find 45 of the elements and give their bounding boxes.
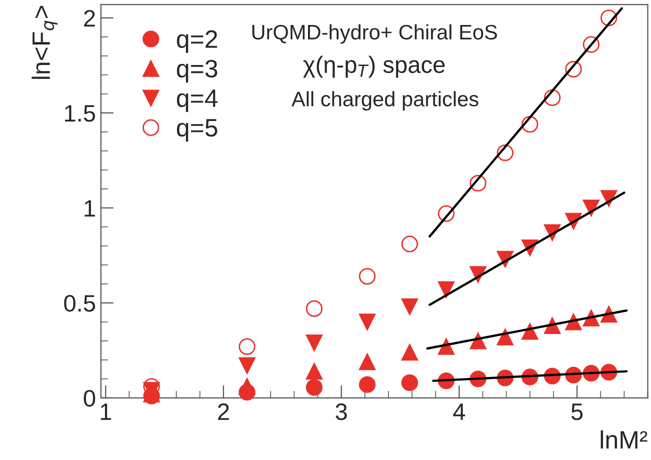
point — [238, 338, 256, 355]
y-tick-label: 1.5 — [65, 105, 96, 122]
point — [358, 268, 376, 285]
point — [470, 174, 486, 192]
point — [358, 353, 376, 370]
point — [306, 362, 323, 380]
point — [238, 357, 256, 374]
point — [306, 379, 323, 396]
point — [496, 328, 514, 346]
point — [306, 300, 323, 317]
x-tick-label: 2 — [218, 403, 229, 420]
point — [600, 10, 618, 26]
point — [306, 334, 323, 352]
point — [438, 281, 455, 298]
point — [358, 376, 376, 393]
y-tick-label: 0.5 — [64, 294, 96, 312]
legend-label: q=2 — [176, 30, 218, 53]
point — [358, 314, 376, 330]
y-tick-label: 2 — [84, 10, 95, 26]
legend-label: q=5 — [176, 119, 218, 142]
x-tick-label: 1 — [100, 404, 112, 420]
annotation: All charged particles — [292, 91, 478, 111]
point — [496, 144, 514, 162]
legend-label: q=3 — [176, 60, 218, 82]
point — [401, 374, 418, 392]
point — [238, 378, 256, 395]
point — [565, 60, 582, 78]
point — [582, 36, 600, 53]
point — [401, 236, 418, 252]
annotation: UrQMD-hydro+ Chiral EoS — [252, 24, 497, 44]
annotation: χ(η-p$_{T}$) space — [303, 56, 445, 78]
legend-label: q=4 — [176, 90, 218, 112]
x-tick-label: 5 — [571, 404, 583, 420]
x-tick-label: 4 — [453, 404, 466, 420]
point — [544, 89, 561, 106]
point — [522, 116, 538, 133]
point — [401, 344, 418, 361]
point — [582, 200, 600, 216]
x-tick-label: 3 — [336, 403, 347, 420]
y-axis-title: ln<F$_{q}$> — [32, 6, 58, 79]
y-tick-label: 0 — [84, 390, 96, 407]
x-axis-title: lnM² — [600, 430, 648, 448]
y-tick-label: 1 — [84, 200, 95, 216]
point — [438, 205, 455, 222]
point — [401, 298, 418, 316]
